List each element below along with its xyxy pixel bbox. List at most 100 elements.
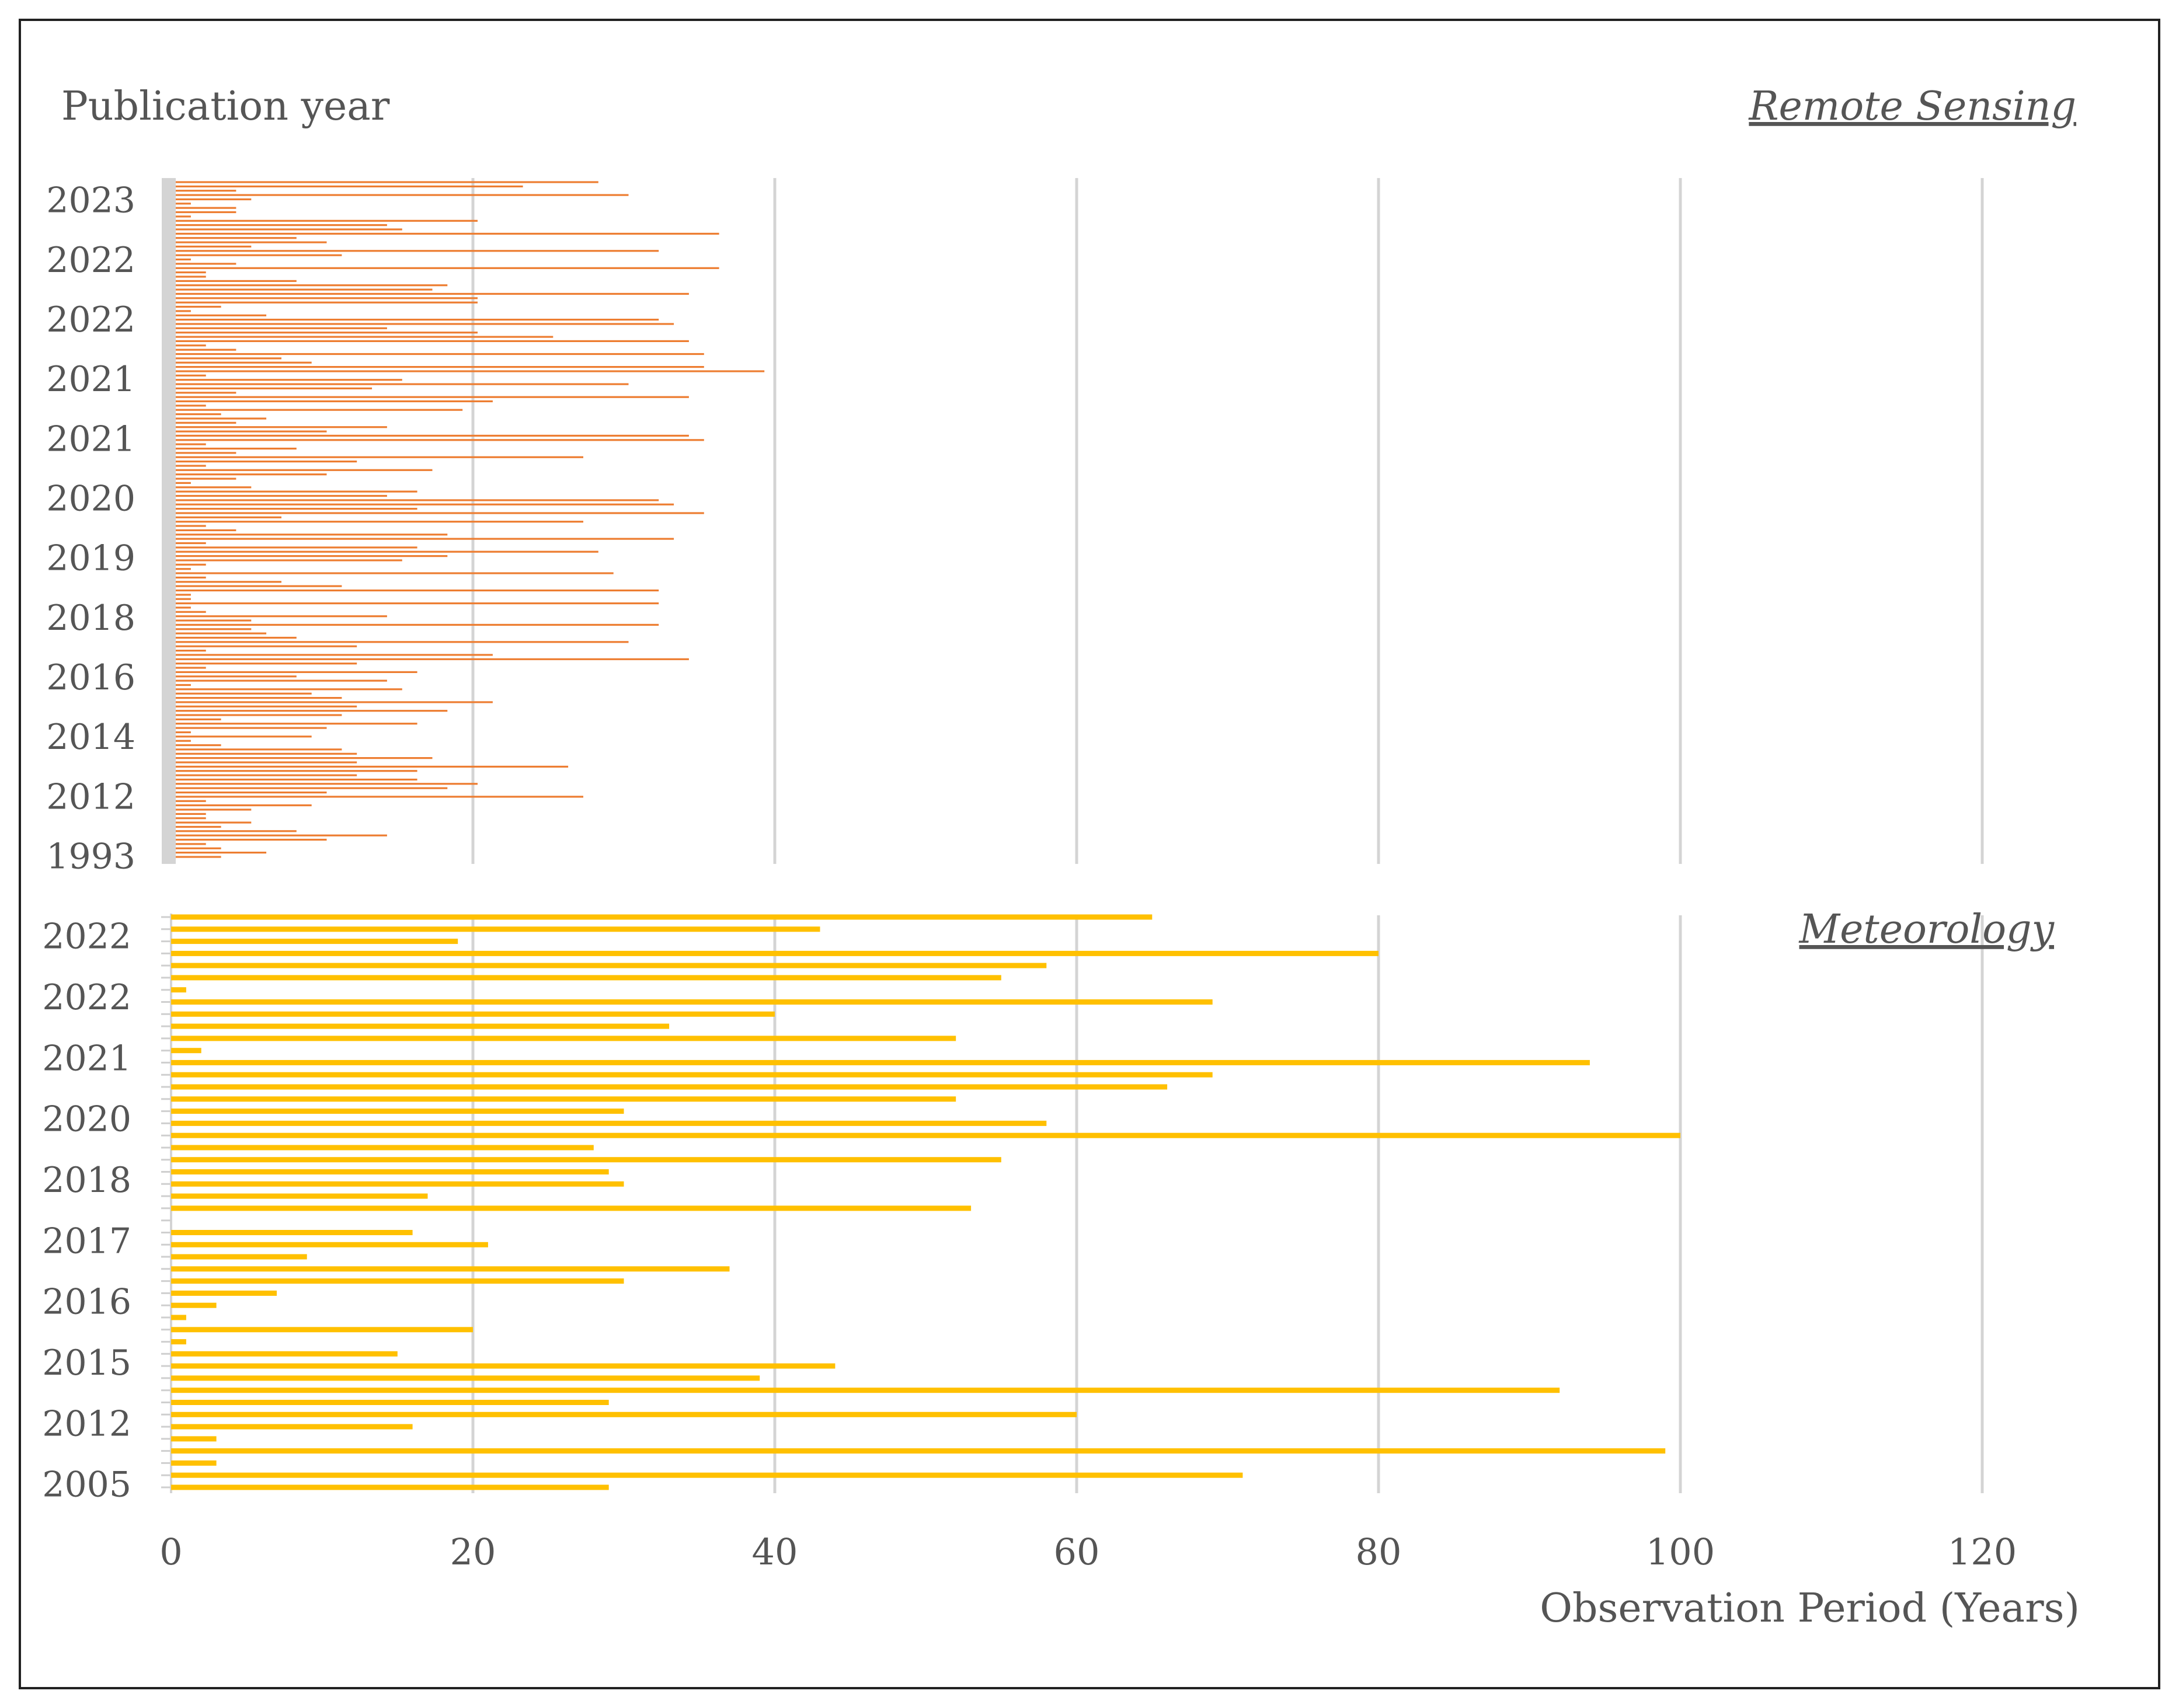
meteorology-bar bbox=[171, 1436, 217, 1442]
remote-sensing-bar bbox=[176, 288, 433, 291]
remote-sensing-bar bbox=[176, 744, 221, 747]
remote-sensing-year-label: 1993 bbox=[46, 836, 135, 877]
remote-sensing-bar bbox=[176, 461, 357, 463]
meteorology-year-label: 2018 bbox=[42, 1160, 131, 1201]
remote-sensing-bar bbox=[176, 447, 297, 450]
remote-sensing-year-label: 2022 bbox=[46, 240, 135, 281]
remote-sensing-bar bbox=[176, 598, 191, 600]
remote-sensing-bar bbox=[176, 353, 704, 355]
meteorology-bar bbox=[171, 1193, 428, 1199]
meteorology-bar bbox=[171, 1230, 413, 1235]
remote-sensing-bar bbox=[176, 370, 765, 372]
remote-sensing-bar bbox=[176, 752, 357, 755]
remote-sensing-bar bbox=[176, 572, 614, 574]
meteorology-bar bbox=[171, 914, 1153, 920]
meteorology-bar bbox=[171, 1472, 1243, 1478]
remote-sensing-bar bbox=[176, 542, 206, 545]
remote-sensing-bar bbox=[176, 821, 252, 824]
remote-sensing-bar bbox=[176, 585, 342, 587]
meteorology-year-label: 2005 bbox=[42, 1465, 131, 1505]
remote-sensing-bar bbox=[176, 718, 221, 720]
remote-sensing-year-label: 2023 bbox=[46, 180, 135, 221]
remote-sensing-bar bbox=[176, 405, 206, 407]
meteorology-year-label: 2012 bbox=[42, 1403, 131, 1444]
meteorology-year-label: 2020 bbox=[42, 1099, 131, 1140]
x-tick-label: 100 bbox=[1646, 1531, 1715, 1573]
remote-sensing-bar bbox=[176, 456, 583, 458]
remote-sensing-bar bbox=[176, 486, 252, 489]
meteorology-bar bbox=[171, 1339, 186, 1345]
remote-sensing-bar bbox=[176, 409, 463, 411]
y-axis-title: Publication year bbox=[61, 83, 390, 130]
meteorology-bar bbox=[171, 1315, 186, 1320]
remote-sensing-bar bbox=[176, 628, 252, 630]
remote-sensing-bar bbox=[176, 292, 689, 295]
remote-sensing-bar bbox=[176, 594, 191, 596]
remote-sensing-bar bbox=[176, 645, 357, 647]
remote-sensing-bar bbox=[176, 250, 659, 252]
meteorology-bar bbox=[171, 1351, 398, 1357]
remote-sensing-bar bbox=[176, 426, 387, 428]
meteorology-year-label: 2016 bbox=[42, 1282, 131, 1323]
meteorology-bar bbox=[171, 1059, 1590, 1065]
remote-sensing-bar bbox=[176, 705, 357, 707]
remote-sensing-bar bbox=[176, 332, 478, 334]
meteorology-bar bbox=[171, 1023, 670, 1029]
remote-sensing-bar bbox=[176, 555, 448, 557]
remote-sensing-bar bbox=[176, 778, 417, 781]
meteorology-bar bbox=[171, 926, 820, 932]
remote-sensing-bar bbox=[176, 619, 252, 622]
remote-sensing-bar bbox=[176, 817, 206, 820]
remote-sensing-bar bbox=[176, 856, 221, 858]
remote-sensing-bar bbox=[176, 521, 583, 523]
remote-sensing-bar bbox=[176, 280, 297, 282]
remote-sensing-bar bbox=[176, 692, 312, 695]
remote-sensing-bar bbox=[176, 512, 704, 514]
remote-sensing-bar bbox=[176, 568, 191, 570]
remote-sensing-bar bbox=[176, 366, 704, 368]
remote-sensing-bar bbox=[176, 301, 478, 304]
meteorology-bar bbox=[171, 1120, 1047, 1126]
remote-sensing-bar bbox=[176, 847, 221, 849]
remote-sensing-bar bbox=[176, 688, 402, 691]
meteorology-title: Meteorology bbox=[1798, 907, 2055, 953]
figure-frame bbox=[19, 19, 2160, 1689]
meteorology-bar bbox=[171, 1072, 1213, 1078]
remote-sensing-bar bbox=[176, 516, 281, 518]
remote-sensing-bar bbox=[176, 525, 206, 527]
remote-sensing-bar bbox=[176, 534, 448, 536]
remote-sensing-bar bbox=[176, 843, 206, 845]
remote-sensing-bar bbox=[176, 654, 493, 656]
remote-sensing-bar bbox=[176, 198, 252, 201]
remote-sensing-bar bbox=[176, 632, 267, 635]
meteorology-bar bbox=[171, 1375, 760, 1381]
remote-sensing-bar bbox=[176, 602, 659, 605]
remote-sensing-bar bbox=[176, 727, 327, 729]
remote-sensing-bar bbox=[176, 340, 689, 342]
remote-sensing-bar bbox=[176, 774, 357, 776]
remote-sensing-bar bbox=[176, 263, 236, 265]
remote-sensing-bar bbox=[176, 413, 221, 416]
remote-sensing-bar bbox=[176, 611, 206, 613]
meteorology-bar bbox=[171, 1109, 624, 1114]
meteorology-bar bbox=[171, 1036, 956, 1041]
remote-sensing-bar bbox=[176, 615, 387, 618]
remote-sensing-bar bbox=[176, 559, 402, 562]
meteorology-bar bbox=[171, 1302, 217, 1308]
x-tick-label: 0 bbox=[159, 1531, 182, 1573]
remote-sensing-bar bbox=[176, 710, 448, 712]
meteorology-bar bbox=[171, 975, 1001, 981]
meteorology-bar bbox=[171, 1411, 1077, 1417]
remote-sensing-bar bbox=[176, 825, 221, 828]
meteorology-y-axis bbox=[161, 914, 172, 1493]
remote-sensing-bar bbox=[176, 830, 297, 832]
meteorology-year-labels: 2022 2022 2021 2020 2018 2017 2016 2015 2012 2005 bbox=[42, 916, 131, 1505]
remote-sensing-bar bbox=[176, 421, 236, 424]
remote-sensing-bar bbox=[176, 194, 629, 196]
remote-sensing-bar bbox=[176, 284, 448, 287]
remote-sensing-year-label: 2020 bbox=[46, 478, 135, 519]
remote-sensing-bar bbox=[176, 323, 674, 325]
remote-sensing-bar bbox=[176, 219, 478, 222]
remote-sensing-year-label: 2021 bbox=[46, 419, 135, 459]
